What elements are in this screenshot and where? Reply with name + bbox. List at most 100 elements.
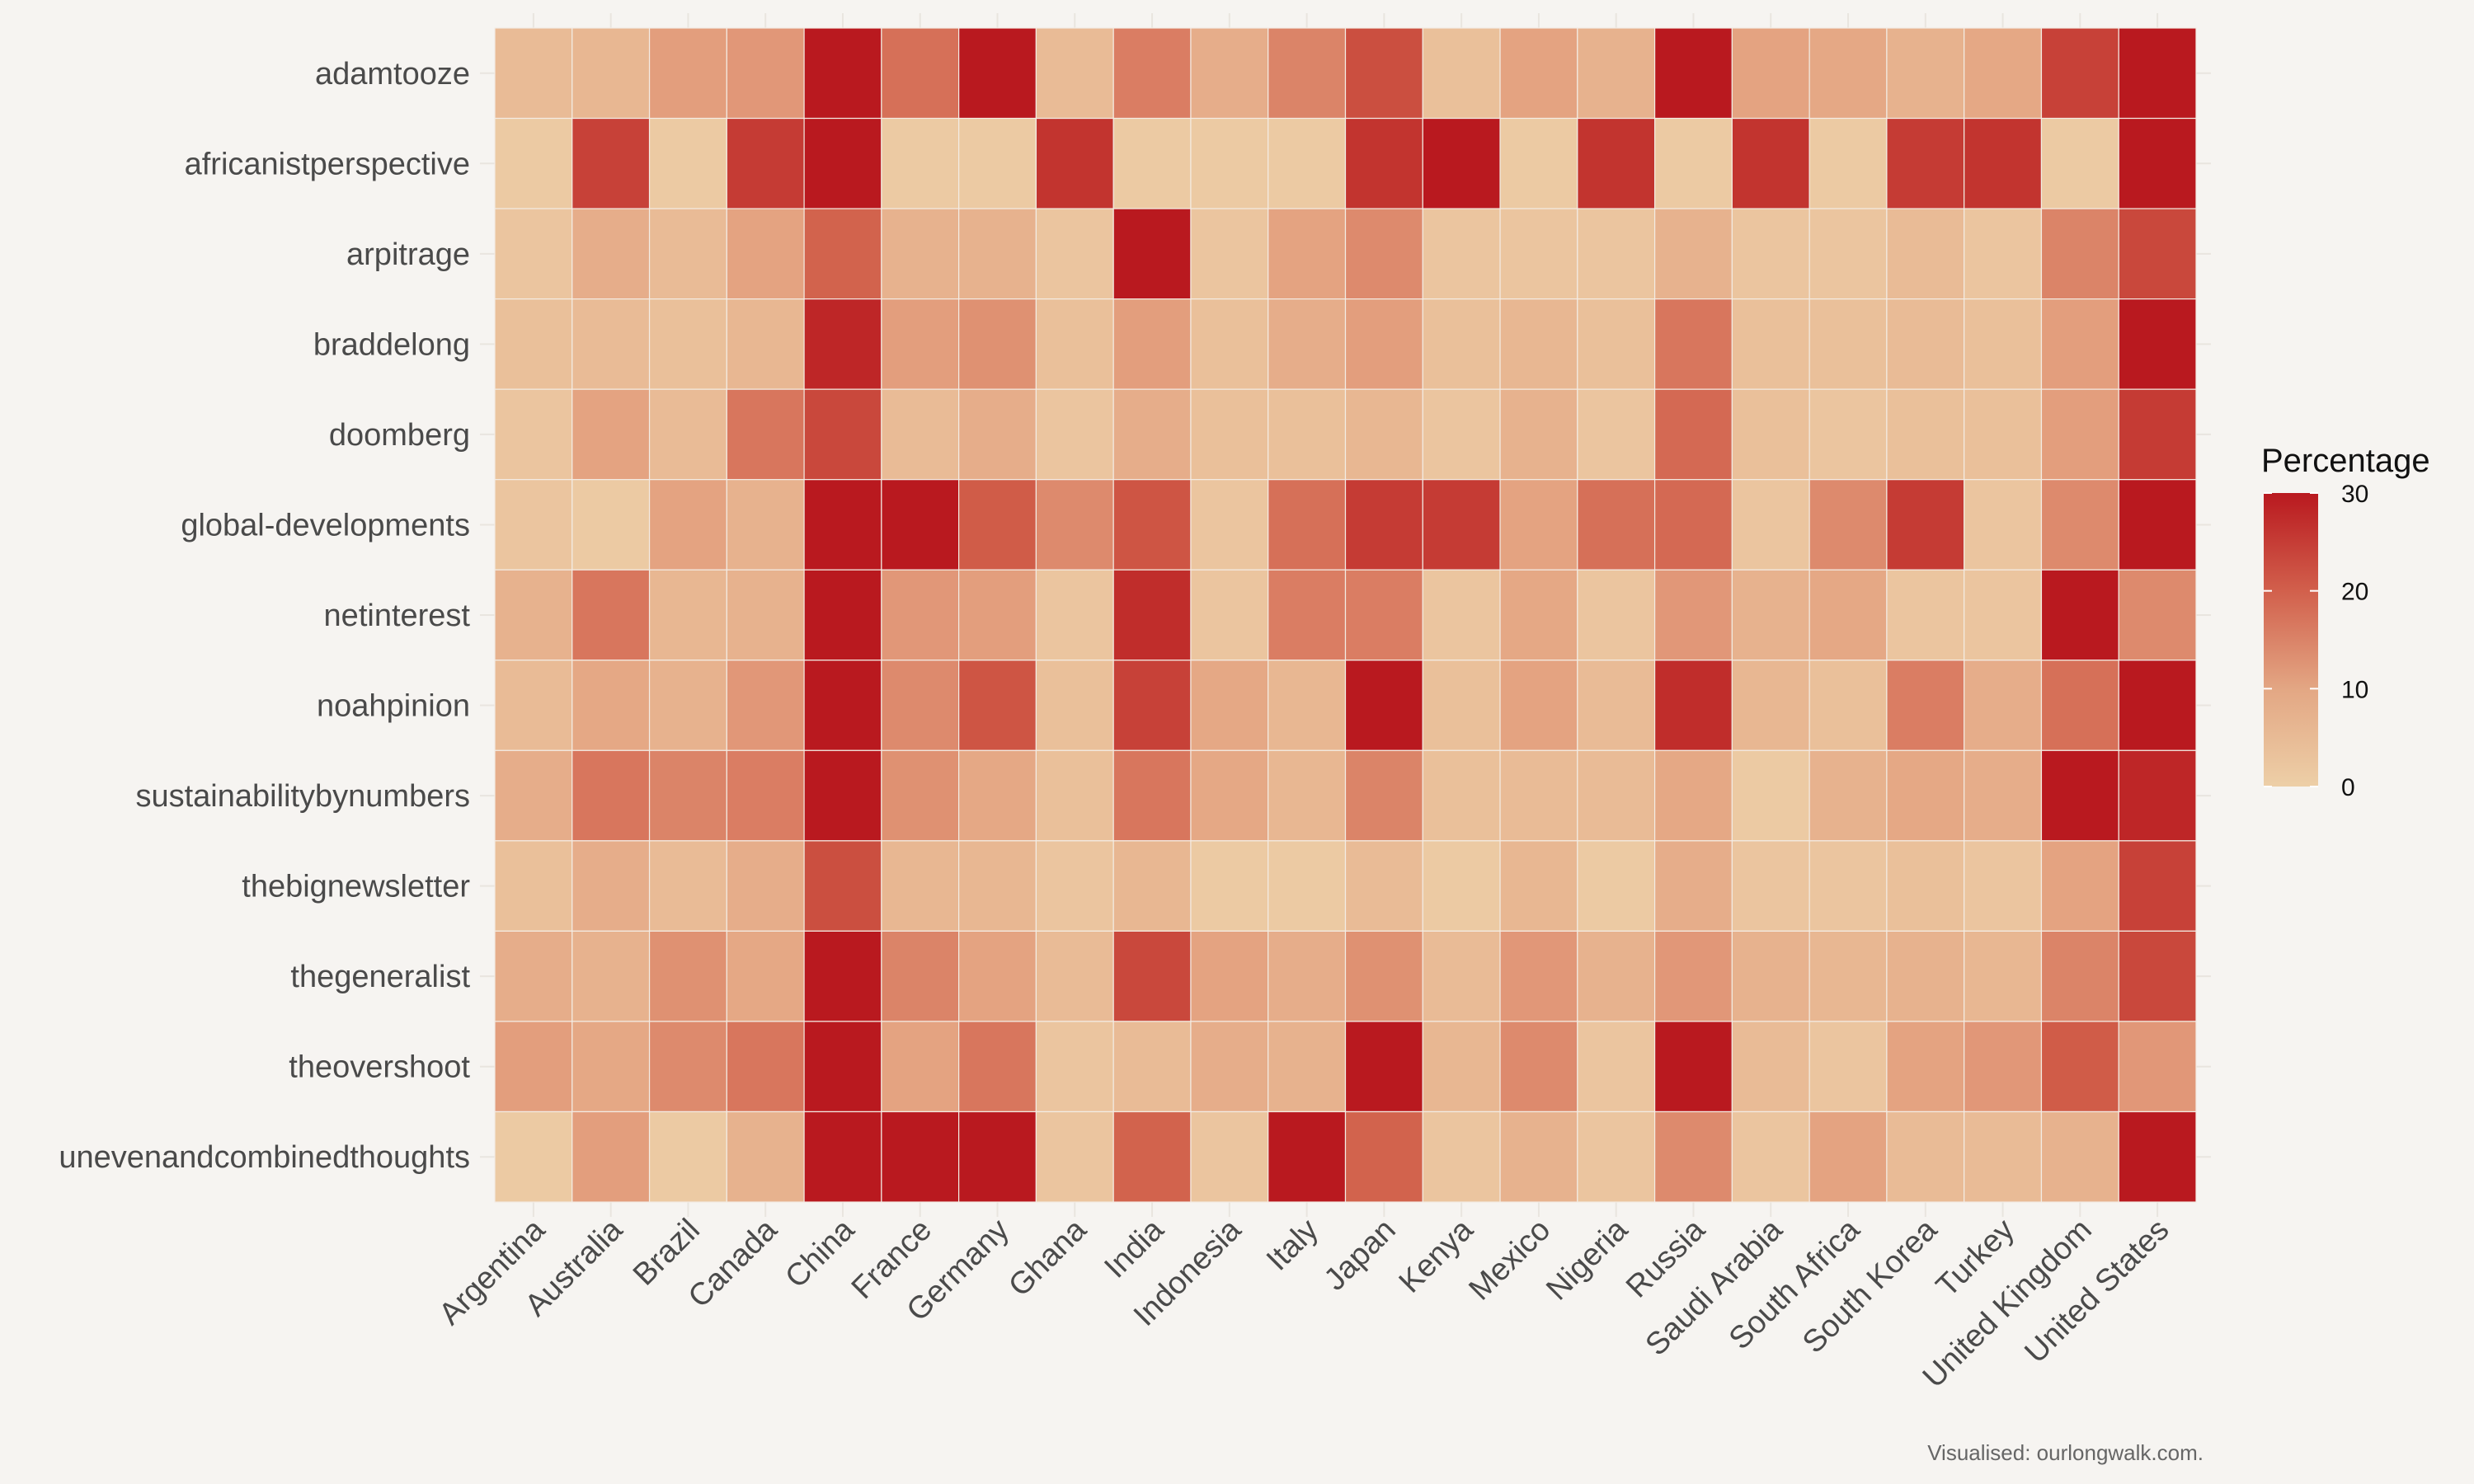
heatmap-cell <box>1190 298 1269 390</box>
heatmap-cell <box>648 298 727 390</box>
heatmap-cell <box>1731 388 1810 481</box>
column-label: Canada <box>682 1212 784 1314</box>
heatmap-cell <box>1190 930 1269 1022</box>
heatmap-cell <box>803 930 882 1022</box>
heatmap-cell <box>1112 660 1192 751</box>
heatmap-cell <box>1035 1021 1114 1113</box>
heatmap-cell <box>1422 569 1501 661</box>
heatmap-cell <box>803 479 882 571</box>
heatmap-cell <box>1808 660 1888 751</box>
heatmap-cell <box>1499 27 1578 120</box>
heatmap-cell <box>1499 569 1578 661</box>
heatmap-cell <box>2040 749 2119 842</box>
heatmap-cell <box>494 479 573 571</box>
heatmap-cell <box>803 388 882 481</box>
heatmap-cell <box>494 660 573 751</box>
heatmap-cell <box>2118 569 2197 661</box>
heatmap-cell <box>494 930 573 1022</box>
heatmap-cell <box>1422 1021 1501 1113</box>
heatmap-cell <box>1422 388 1501 481</box>
heatmap-cell <box>1422 27 1501 120</box>
heatmap-cell <box>494 1021 573 1113</box>
heatmap-cell <box>1808 1111 1888 1203</box>
heatmap-cell <box>1964 749 2043 842</box>
heatmap-cell <box>1653 117 1733 209</box>
heatmap-cell <box>1268 1111 1347 1203</box>
heatmap-cell <box>1190 208 1269 300</box>
heatmap-cell <box>803 1111 882 1203</box>
heatmap-cell <box>881 117 960 209</box>
heatmap-cell <box>1808 208 1888 300</box>
row-labels: adamtooze africanistperspective arpitrage b… <box>59 57 470 1175</box>
heatmap-cell <box>1964 1111 2043 1203</box>
heatmap-cell <box>958 840 1037 932</box>
heatmap-cell <box>726 1021 805 1113</box>
heatmap-cell <box>803 298 882 390</box>
heatmap-cell <box>1499 660 1578 751</box>
heatmap-cell <box>1112 569 1192 661</box>
heatmap-cell <box>571 27 651 120</box>
heatmap-cell <box>2118 660 2197 751</box>
heatmap-cell <box>1577 208 1656 300</box>
heatmap-cell <box>803 840 882 932</box>
heatmap-cell <box>494 749 573 842</box>
heatmap-cell <box>958 388 1037 481</box>
heatmap-cell <box>571 298 651 390</box>
heatmap-cell <box>1035 930 1114 1022</box>
heatmap-cell <box>648 930 727 1022</box>
heatmap-cell <box>1964 117 2043 209</box>
heatmap-cell <box>1653 1111 1733 1203</box>
heatmap-cell <box>1112 117 1192 209</box>
heatmap-cell <box>1577 660 1656 751</box>
heatmap-cell <box>1344 1111 1423 1203</box>
heatmap-cell <box>726 479 805 571</box>
legend-tick-label: 10 <box>2341 676 2368 703</box>
heatmap-cell <box>1886 930 1965 1022</box>
heatmap-cell <box>1035 27 1114 120</box>
heatmap-cell <box>881 27 960 120</box>
heatmap-cell <box>571 117 651 209</box>
heatmap-cell <box>1112 27 1192 120</box>
heatmap-cell <box>648 840 727 932</box>
heatmap-cell <box>1808 840 1888 932</box>
heatmap-cell <box>1577 840 1656 932</box>
row-label: thegeneralist <box>290 960 470 994</box>
heatmap-cell <box>2118 117 2197 209</box>
heatmap-cell <box>1268 117 1347 209</box>
heatmap-cell <box>958 1111 1037 1203</box>
row-label: arpitrage <box>346 237 470 272</box>
heatmap-cell <box>494 117 573 209</box>
heatmap-cell <box>1499 1111 1578 1203</box>
column-label: South Korea <box>1796 1212 1945 1360</box>
heatmap-cell <box>803 117 882 209</box>
heatmap-cell <box>571 660 651 751</box>
heatmap-cell <box>726 569 805 661</box>
heatmap-cell <box>494 1111 573 1203</box>
heatmap-cell <box>1577 1111 1656 1203</box>
heatmap-cell <box>1344 479 1423 571</box>
heatmap-cell <box>958 117 1037 209</box>
heatmap-cell <box>648 479 727 571</box>
heatmap-cell <box>1190 840 1269 932</box>
heatmap-cell <box>648 660 727 751</box>
heatmap-cell <box>1577 569 1656 661</box>
heatmap-cell <box>648 388 727 481</box>
heatmap-cell <box>648 1111 727 1203</box>
heatmap-cell <box>571 1111 651 1203</box>
heatmap-cell <box>2040 930 2119 1022</box>
heatmap-cell <box>1731 479 1810 571</box>
heatmap-cell <box>571 569 651 661</box>
heatmap-cell <box>1886 1111 1965 1203</box>
heatmap-cell <box>571 479 651 571</box>
heatmap-cell <box>1731 27 1810 120</box>
heatmap-cell <box>1577 298 1656 390</box>
heatmap-cell <box>1190 388 1269 481</box>
heatmap-cell <box>1344 930 1423 1022</box>
heatmap-cell <box>958 27 1037 120</box>
legend-tick-label: 30 <box>2341 481 2368 508</box>
heatmap-cell <box>1577 27 1656 120</box>
heatmap-cell <box>958 298 1037 390</box>
heatmap-cell <box>494 208 573 300</box>
heatmap-cell <box>1112 298 1192 390</box>
heatmap-cell <box>726 298 805 390</box>
